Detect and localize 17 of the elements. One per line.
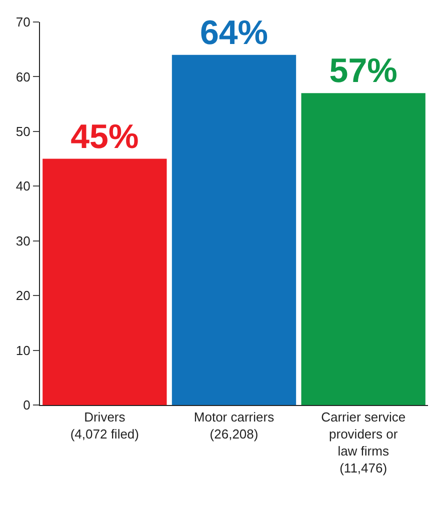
x-tick-label: Drivers (4,072 filed) — [70, 410, 139, 442]
y-tick-label: 0 — [23, 398, 30, 413]
x-tick-label: Motor carriers (26,208) — [194, 410, 275, 442]
data-label: 45% — [70, 118, 139, 156]
bar — [301, 93, 426, 405]
y-tick-label: 40 — [16, 178, 30, 194]
y-tick-label: 10 — [16, 342, 30, 358]
y-tick-label: 70 — [16, 14, 30, 30]
y-tick-label: 50 — [16, 124, 30, 139]
y-tick-label: 20 — [16, 288, 30, 304]
y-tick-label: 60 — [16, 69, 30, 84]
y-tick-label: 30 — [16, 233, 30, 248]
bar — [172, 54, 296, 405]
bar — [42, 158, 167, 405]
data-label: 57% — [329, 52, 398, 90]
data-label: 64% — [200, 14, 268, 52]
x-tick-label: Carrier service providers or law firms (11,476) — [321, 410, 406, 476]
